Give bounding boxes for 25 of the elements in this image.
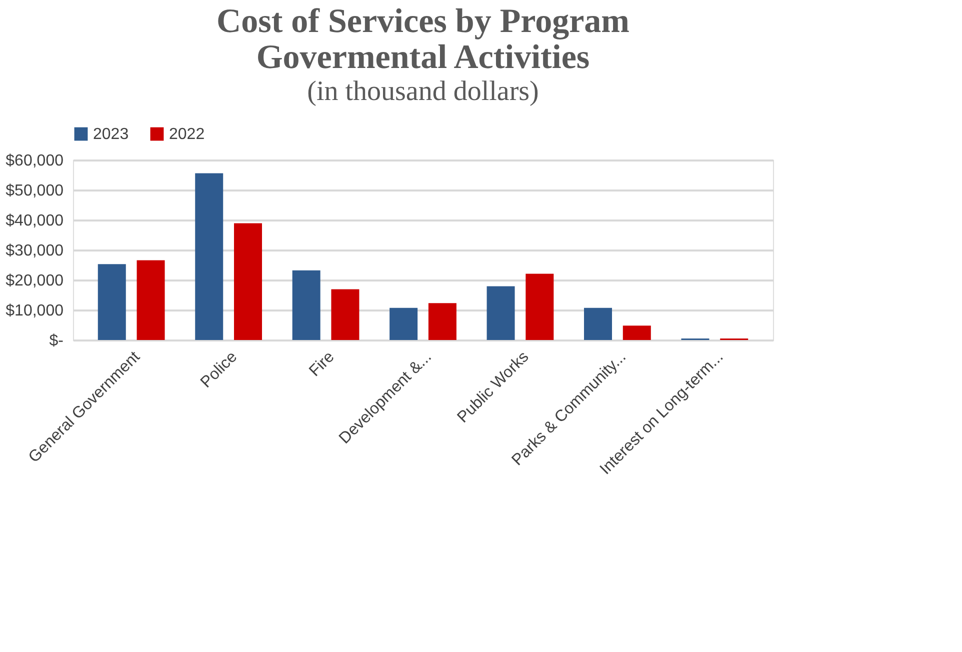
bar (98, 264, 126, 340)
y-tick-label: $60,000 (6, 152, 64, 170)
y-tick-label: $30,000 (6, 242, 64, 260)
text: Cost of Services by Program (216, 3, 630, 40)
x-tick-label: Fire (306, 348, 338, 380)
y-tick-label: $40,000 (6, 212, 64, 230)
bar (234, 223, 262, 340)
bar (292, 270, 320, 340)
y-tick-label: $- (49, 332, 64, 350)
bar (486, 286, 515, 340)
legend-label: 2023 (93, 126, 129, 143)
bar (136, 260, 165, 340)
bar (428, 303, 456, 340)
chart-subtitle: (in thousand dollars) (307, 76, 539, 107)
bar (526, 274, 554, 340)
bar (195, 173, 224, 340)
y-tick-label: $10,000 (6, 302, 64, 320)
bar (622, 326, 651, 340)
y-tick-label: $50,000 (6, 182, 64, 200)
bar (584, 308, 612, 340)
legend-label: 2022 (169, 126, 205, 143)
y-tick-label: $20,000 (6, 272, 64, 290)
bar (390, 308, 418, 340)
bar (331, 289, 360, 340)
text: Govermental Activities (256, 39, 590, 76)
